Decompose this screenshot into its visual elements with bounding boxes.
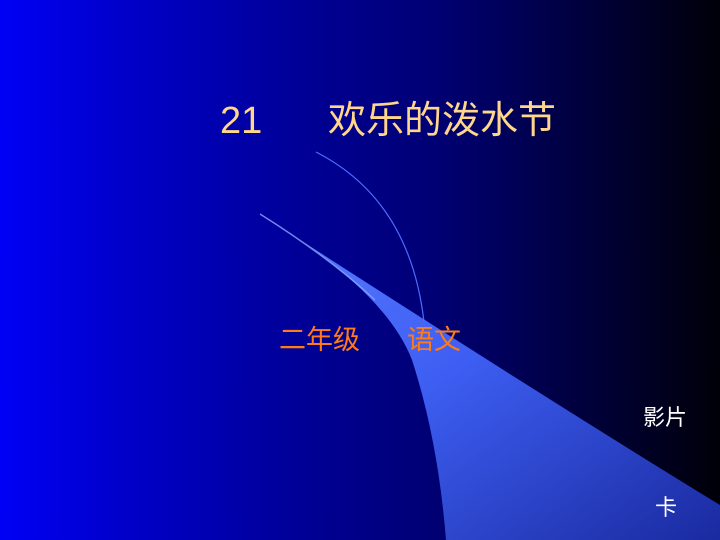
card-link-button[interactable]: 卡: [655, 496, 678, 521]
lesson-number: 21: [220, 100, 263, 142]
subject-label: 语文: [407, 325, 461, 356]
movie-link-button[interactable]: 影片: [643, 406, 688, 431]
thin-arc-line: [315, 151, 425, 323]
wave-highlight: [259, 213, 376, 301]
lesson-title: 欢乐的泼水节: [328, 98, 557, 142]
grade-label: 二年级: [279, 325, 360, 356]
slide-title: 21 欢乐的泼水节: [220, 94, 556, 147]
slide-subtitle: 二年级 语文: [279, 322, 461, 360]
wave-shape: [260, 214, 720, 540]
